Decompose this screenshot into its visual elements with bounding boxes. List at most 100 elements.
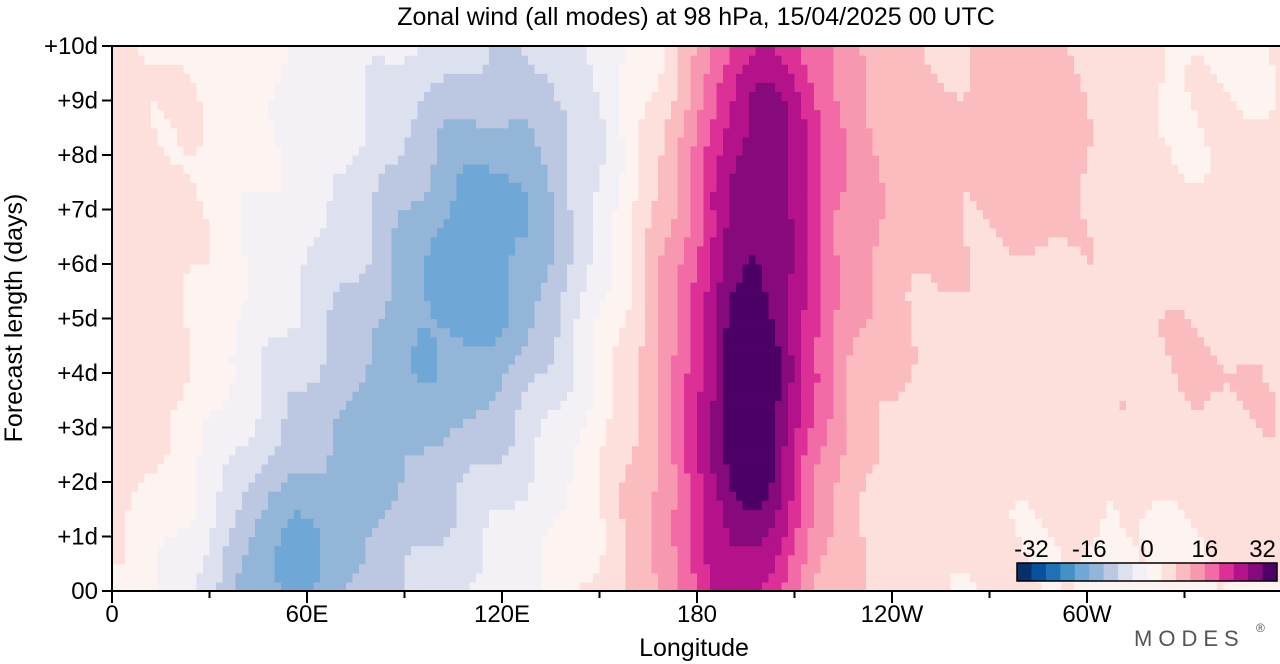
- field-cell: [372, 554, 380, 565]
- field-cell: [261, 409, 269, 420]
- field-cell: [944, 409, 952, 420]
- field-cell: [469, 509, 477, 519]
- field-cell: [937, 518, 945, 529]
- field-cell: [749, 572, 757, 583]
- field-cell: [658, 454, 666, 465]
- field-cell: [183, 382, 191, 392]
- field-cell: [892, 500, 900, 510]
- field-cell: [430, 400, 438, 410]
- field-cell: [1132, 527, 1140, 538]
- field-cell: [749, 527, 757, 538]
- field-cell: [463, 409, 471, 420]
- field-cell: [463, 482, 471, 492]
- field-cell: [1249, 427, 1257, 438]
- field-cell: [547, 400, 555, 410]
- field-cell: [833, 373, 841, 383]
- field-cell: [1087, 400, 1095, 410]
- field-cell: [118, 391, 126, 401]
- field-cell: [1275, 436, 1280, 447]
- field-cell: [918, 382, 926, 392]
- field-cell: [385, 382, 393, 392]
- field-cell: [521, 545, 529, 556]
- field-cell: [1100, 382, 1108, 392]
- field-cell: [183, 472, 191, 483]
- field-cell: [1158, 463, 1166, 474]
- field-cell: [281, 581, 289, 592]
- field-cell: [957, 391, 965, 401]
- field-cell: [385, 454, 393, 465]
- field-cell: [268, 336, 276, 347]
- field-cell: [157, 554, 165, 565]
- field-cell: [840, 345, 848, 356]
- field-cell: [606, 418, 614, 429]
- field-cell: [203, 391, 211, 401]
- field-cell: [248, 436, 256, 447]
- field-cell: [1087, 454, 1095, 465]
- field-cell: [1191, 454, 1199, 465]
- field-cell: [1106, 445, 1114, 456]
- field-cell: [807, 527, 815, 538]
- field-cell: [170, 545, 178, 556]
- field-cell: [528, 382, 536, 392]
- field-cell: [235, 418, 243, 429]
- field-cell: [177, 563, 185, 574]
- field-cell: [164, 563, 172, 574]
- field-cell: [1152, 518, 1160, 529]
- field-cell: [580, 445, 588, 456]
- field-cell: [456, 545, 464, 556]
- field-cell: [879, 509, 887, 519]
- field-cell: [1204, 409, 1212, 420]
- field-cell: [632, 581, 640, 592]
- field-cell: [1236, 400, 1244, 410]
- field-cell: [190, 527, 198, 538]
- field-cell: [1171, 418, 1179, 429]
- field-cell: [1178, 345, 1186, 356]
- field-cell: [242, 463, 250, 474]
- field-cell: [1236, 463, 1244, 474]
- field-cell: [138, 436, 146, 447]
- field-cell: [411, 345, 419, 356]
- field-cell: [593, 391, 601, 401]
- field-cell: [762, 454, 770, 465]
- field-cell: [937, 373, 945, 383]
- field-cell: [918, 545, 926, 556]
- field-cell: [918, 472, 926, 483]
- field-cell: [1275, 345, 1280, 356]
- field-cell: [1041, 418, 1049, 429]
- field-cell: [593, 373, 601, 383]
- field-cell: [905, 382, 913, 392]
- field-cell: [1113, 427, 1121, 438]
- field-cell: [950, 363, 958, 374]
- field-cell: [398, 472, 406, 483]
- field-cell: [1139, 409, 1147, 420]
- field-cell: [346, 436, 354, 447]
- field-cell: [697, 500, 705, 510]
- field-cell: [1158, 518, 1166, 529]
- field-cell: [1191, 382, 1199, 392]
- field-cell: [898, 554, 906, 565]
- field-cell: [1048, 400, 1056, 410]
- field-cell: [1009, 472, 1017, 483]
- field-cell: [131, 509, 139, 519]
- field-cell: [209, 563, 217, 574]
- field-cell: [1178, 445, 1186, 456]
- field-cell: [242, 391, 250, 401]
- field-cell: [1152, 463, 1160, 474]
- field-cell: [164, 491, 172, 501]
- field-cell: [1054, 409, 1062, 420]
- field-cell: [606, 554, 614, 565]
- field-cell: [573, 454, 581, 465]
- field-cell: [632, 400, 640, 410]
- field-cell: [502, 518, 510, 529]
- field-cell: [515, 354, 523, 365]
- field-cell: [118, 527, 126, 538]
- field-cell: [593, 536, 601, 547]
- field-cell: [788, 527, 796, 538]
- field-cell: [164, 454, 172, 465]
- field-cell: [645, 472, 653, 483]
- field-cell: [807, 418, 815, 429]
- field-cell: [918, 436, 926, 447]
- field-cell: [378, 436, 386, 447]
- field-cell: [1139, 545, 1147, 556]
- field-cell: [833, 363, 841, 374]
